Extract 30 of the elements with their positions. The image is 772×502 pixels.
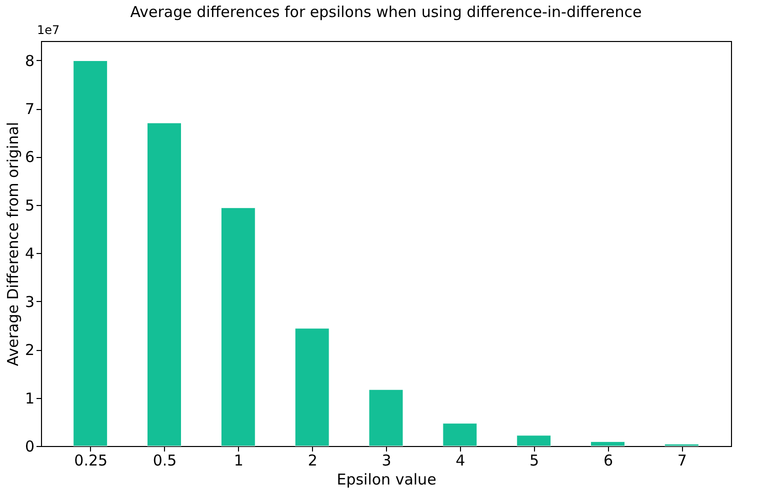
bar <box>590 441 625 446</box>
x-tick-label: 2 <box>308 452 318 470</box>
bar <box>294 328 330 446</box>
x-tick-label: 3 <box>382 452 392 470</box>
y-tick-label: 2 <box>24 341 34 360</box>
bar <box>442 423 478 446</box>
x-tick-label: 1 <box>234 452 244 470</box>
x-tick-label: 0.25 <box>74 452 108 470</box>
y-tick-label: 7 <box>24 100 34 118</box>
chart-title: Average differences for epsilons when using difference-in-difference <box>130 3 642 21</box>
y-tick-label: 8 <box>24 52 34 70</box>
bar <box>147 122 182 446</box>
y-tick-label: 5 <box>24 196 34 214</box>
x-tick-label: 7 <box>677 452 687 470</box>
bar <box>73 60 108 446</box>
x-tick-label: 6 <box>603 452 614 470</box>
y-tick-label: 6 <box>24 148 34 166</box>
bar <box>220 208 256 446</box>
text: 1e7 <box>37 23 60 37</box>
y-tick-label: 0 <box>24 438 34 456</box>
bar <box>368 389 404 446</box>
x-tick-label: 0.5 <box>152 452 177 470</box>
bar <box>516 435 552 446</box>
y-tick-label: 1 <box>24 389 34 408</box>
y-axis-title: Average Difference from original <box>4 122 22 366</box>
y-tick-label: 4 <box>24 244 34 263</box>
x-tick-label: 5 <box>530 452 540 470</box>
x-tick-label: 4 <box>456 452 466 470</box>
y-tick-label: 3 <box>24 292 34 311</box>
x-axis-title: Epsilon value <box>336 470 436 488</box>
